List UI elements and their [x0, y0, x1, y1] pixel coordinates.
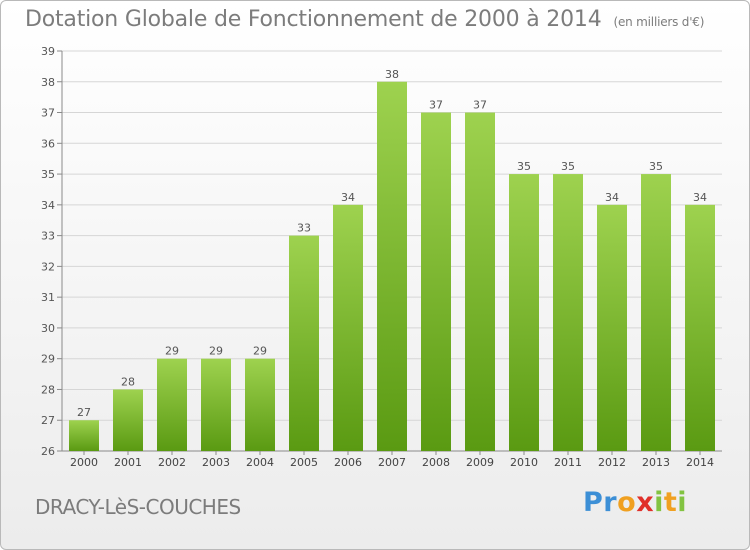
logo-letter: t — [663, 487, 678, 518]
y-tick-label: 39 — [41, 45, 55, 58]
chart-subtitle: (en milliers d'€) — [613, 15, 705, 29]
bar — [465, 112, 495, 452]
data-label: 27 — [77, 406, 91, 419]
proxiti-logo: Proxiti — [583, 487, 687, 518]
x-tick-label: 2009 — [466, 456, 494, 469]
x-tick-label: 2001 — [114, 456, 142, 469]
bar — [509, 174, 539, 452]
bars — [69, 81, 715, 452]
y-tick-label: 29 — [41, 353, 55, 366]
y-tick-label: 35 — [41, 168, 55, 181]
data-label: 37 — [473, 99, 487, 112]
bar — [641, 174, 671, 452]
logo-letter: o — [617, 487, 637, 518]
x-tick-label: 2011 — [554, 456, 582, 469]
y-tick-label: 36 — [41, 137, 55, 150]
chart-title-text: Dotation Globale de Fonctionnement de 20… — [25, 7, 602, 32]
bar — [113, 389, 143, 451]
data-label: 35 — [561, 160, 575, 173]
x-tick-label: 2010 — [510, 456, 538, 469]
y-tick-label: 26 — [41, 445, 55, 458]
y-tick-label: 28 — [41, 383, 55, 396]
bar — [289, 235, 319, 451]
y-tick-label: 27 — [41, 414, 55, 427]
y-tick-label: 34 — [41, 199, 55, 212]
bar — [157, 358, 187, 451]
data-label: 37 — [429, 99, 443, 112]
logo-letter: P — [583, 487, 604, 518]
x-tick-label: 2002 — [158, 456, 186, 469]
y-tick-label: 30 — [41, 322, 55, 335]
y-tick-label: 32 — [41, 260, 55, 273]
chart-title: Dotation Globale de Fonctionnement de 20… — [25, 7, 704, 32]
labels: 27 28 29 29 29 33 34 38 37 37 35 35 34 35 34 — [77, 68, 707, 419]
bar — [421, 112, 451, 452]
data-label: 34 — [693, 191, 707, 204]
bar — [201, 358, 231, 451]
y-tick-label: 37 — [41, 107, 55, 120]
x-tick-label: 2003 — [202, 456, 230, 469]
data-label: 33 — [297, 222, 311, 235]
logo-letter: x — [636, 487, 655, 518]
x-tick-label: 2014 — [686, 456, 714, 469]
bar — [597, 204, 627, 451]
bar — [377, 81, 407, 452]
logo-letter: r — [603, 487, 618, 518]
data-label: 34 — [605, 191, 619, 204]
y-tick-label: 31 — [41, 291, 55, 304]
bar — [245, 358, 275, 451]
data-label: 28 — [121, 375, 135, 388]
logo-letter: i — [677, 487, 688, 518]
bar — [69, 420, 99, 451]
x-tick-label: 2008 — [422, 456, 450, 469]
x-tick-label: 2013 — [642, 456, 670, 469]
bar — [333, 204, 363, 451]
bar — [685, 204, 715, 451]
y-tick-label: 38 — [41, 76, 55, 89]
axes: 26 27 28 29 30 31 32 33 34 35 36 37 38 39 2000 2001 2002… — [41, 45, 722, 469]
x-tick-label: 2006 — [334, 456, 362, 469]
y-tick-label: 33 — [41, 230, 55, 243]
data-label: 38 — [385, 68, 399, 81]
commune-name: DRACY-LèS-COUCHES — [35, 495, 241, 519]
data-label: 29 — [165, 345, 179, 358]
bar — [553, 174, 583, 452]
data-label: 34 — [341, 191, 355, 204]
x-tick-label: 2012 — [598, 456, 626, 469]
x-tick-label: 2004 — [246, 456, 274, 469]
data-label: 29 — [209, 345, 223, 358]
x-tick-label: 2007 — [378, 456, 406, 469]
data-label: 35 — [517, 160, 531, 173]
x-tick-label: 2000 — [70, 456, 98, 469]
data-label: 35 — [649, 160, 663, 173]
logo-letter: i — [654, 487, 664, 518]
x-tick-label: 2005 — [290, 456, 318, 469]
data-label: 29 — [253, 345, 267, 358]
